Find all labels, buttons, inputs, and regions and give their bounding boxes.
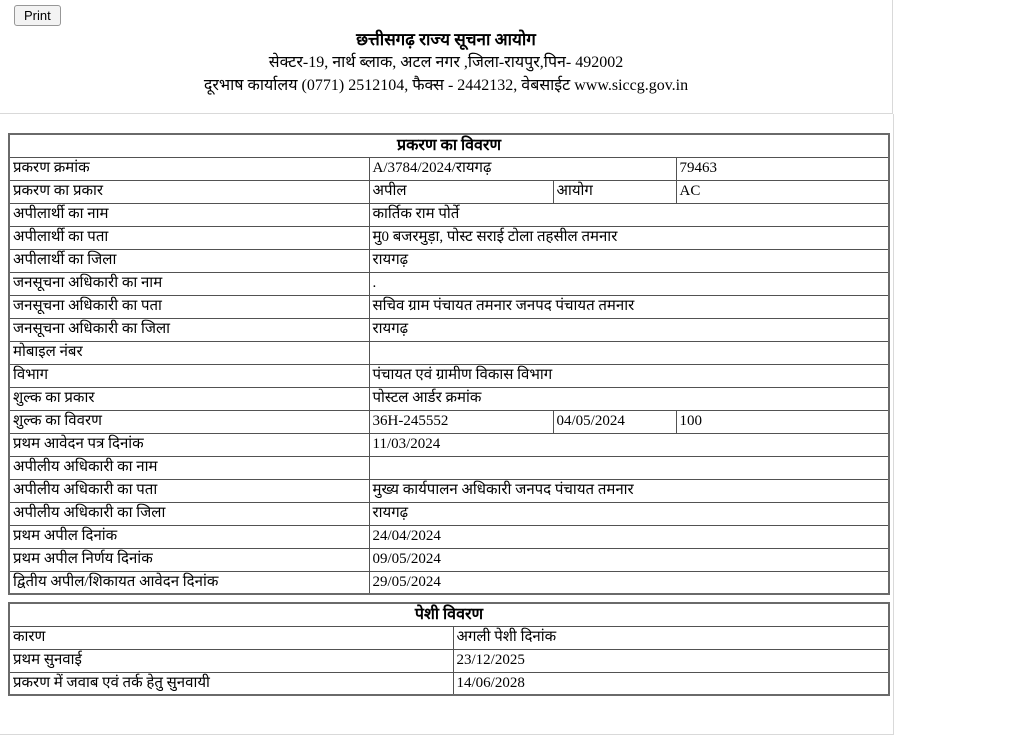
row-value: 14/06/2028: [452, 671, 890, 696]
hearing-table-title: पेशी विवरण: [8, 602, 890, 627]
org-header: छत्तीसगढ़ राज्य सूचना आयोग सेक्टर-19, ना…: [0, 28, 892, 97]
row-label: कारण: [8, 625, 454, 650]
row-label: अपीलार्थी का नाम: [8, 202, 370, 227]
row-value: रायगढ़: [368, 317, 890, 342]
table-row: शुल्क का प्रकार पोस्टल आर्डर क्रमांक: [8, 386, 890, 411]
row-value: आयोग: [552, 179, 677, 204]
table-row: विभाग पंचायत एवं ग्रामीण विकास विभाग: [8, 363, 890, 388]
row-label: शुल्क का प्रकार: [8, 386, 370, 411]
table-row: प्रकरण क्रमांक A/3784/2024/रायगढ़ 79463: [8, 156, 890, 181]
row-label: शुल्क का विवरण: [8, 409, 370, 434]
table-row: प्रथम अपील निर्णय दिनांक 09/05/2024: [8, 547, 890, 572]
row-label: अपीलार्थी का पता: [8, 225, 370, 250]
print-button[interactable]: Print: [14, 5, 61, 26]
table-row: अपीलीय अधिकारी का पता मुख्य कार्यपालन अधि…: [8, 478, 890, 503]
row-value: पोस्टल आर्डर क्रमांक: [368, 386, 890, 411]
hearing-table-header-row: पेशी विवरण: [8, 602, 890, 627]
table-row: अपीलीय अधिकारी का जिला रायगढ़: [8, 501, 890, 526]
row-label: प्रकरण का प्रकार: [8, 179, 370, 204]
table-row: प्रकरण का प्रकार अपील आयोग AC: [8, 179, 890, 204]
row-value: अगली पेशी दिनांक: [452, 625, 890, 650]
table-row: प्रकरण में जवाब एवं तर्क हेतु सुनवायी 14/…: [8, 671, 890, 696]
row-value: 04/05/2024: [552, 409, 677, 434]
row-value: अपील: [368, 179, 554, 204]
row-label: प्रथम सुनवाई: [8, 648, 454, 673]
row-label: जनसूचना अधिकारी का नाम: [8, 271, 370, 296]
case-table-title: प्रकरण का विवरण: [8, 133, 890, 158]
row-value: पंचायत एवं ग्रामीण विकास विभाग: [368, 363, 890, 388]
row-value: 24/04/2024: [368, 524, 890, 549]
row-label: अपीलीय अधिकारी का जिला: [8, 501, 370, 526]
row-label: द्वितीय अपील/शिकायत आवेदन दिनांक: [8, 570, 370, 595]
row-value: A/3784/2024/रायगढ़: [368, 156, 677, 181]
row-value: 79463: [675, 156, 890, 181]
table-row: मोबाइल नंबर: [8, 340, 890, 365]
row-value: रायगढ़: [368, 248, 890, 273]
table-row: शुल्क का विवरण 36H-245552 04/05/2024 100: [8, 409, 890, 434]
row-label: प्रथम अपील दिनांक: [8, 524, 370, 549]
table-row: प्रथम आवेदन पत्र दिनांक 11/03/2024: [8, 432, 890, 457]
case-details-table: प्रकरण का विवरण प्रकरण क्रमांक A/3784/202…: [8, 133, 891, 595]
hearing-details-table: पेशी विवरण कारण अगली पेशी दिनांक प्रथम सुन…: [8, 602, 891, 696]
table-row: अपीलार्थी का पता मु0 बजरमुड़ा, पोस्ट सराई…: [8, 225, 890, 250]
row-value: रायगढ़: [368, 501, 890, 526]
table-row: द्वितीय अपील/शिकायत आवेदन दिनांक 29/05/20…: [8, 570, 890, 595]
row-label: अपीलीय अधिकारी का नाम: [8, 455, 370, 480]
case-table-header-row: प्रकरण का विवरण: [8, 133, 890, 158]
row-label: अपीलीय अधिकारी का पता: [8, 478, 370, 503]
org-title: छत्तीसगढ़ राज्य सूचना आयोग: [356, 30, 536, 49]
table-row: कारण अगली पेशी दिनांक: [8, 625, 890, 650]
row-value: 11/03/2024: [368, 432, 890, 457]
row-label: अपीलार्थी का जिला: [8, 248, 370, 273]
header-section: Print छत्तीसगढ़ राज्य सूचना आयोग सेक्टर-…: [0, 0, 893, 114]
row-value: 09/05/2024: [368, 547, 890, 572]
table-row: जनसूचना अधिकारी का जिला रायगढ़: [8, 317, 890, 342]
content-section: प्रकरण का विवरण प्रकरण क्रमांक A/3784/202…: [0, 114, 894, 735]
row-value: 23/12/2025: [452, 648, 890, 673]
row-label: मोबाइल नंबर: [8, 340, 370, 365]
table-row: जनसूचना अधिकारी का नाम.: [8, 271, 890, 296]
org-address-line1: सेक्टर-19, नार्थ ब्लाक, अटल नगर ,जिला-रा…: [268, 54, 624, 71]
table-row: अपीलार्थी का नाम कार्तिक राम पोर्ते: [8, 202, 890, 227]
row-value: मु0 बजरमुड़ा, पोस्ट सराई टोला तहसील तमना…: [368, 225, 890, 250]
row-value: 36H-245552: [368, 409, 554, 434]
row-label: जनसूचना अधिकारी का जिला: [8, 317, 370, 342]
row-label: विभाग: [8, 363, 370, 388]
table-row: प्रथम सुनवाई 23/12/2025: [8, 648, 890, 673]
row-value: कार्तिक राम पोर्ते: [368, 202, 890, 227]
row-value: 29/05/2024: [368, 570, 890, 595]
table-row: प्रथम अपील दिनांक 24/04/2024: [8, 524, 890, 549]
row-label: प्रथम अपील निर्णय दिनांक: [8, 547, 370, 572]
row-value: .: [368, 271, 890, 296]
row-label: जनसूचना अधिकारी का पता: [8, 294, 370, 319]
org-address-line2: दूरभाष कार्यालय (0771) 2512104, फैक्स - …: [203, 77, 689, 94]
table-row: अपीलीय अधिकारी का नाम: [8, 455, 890, 480]
row-value: सचिव ग्राम पंचायत तमनार जनपद पंचायत तमना…: [368, 294, 890, 319]
row-label: प्रकरण में जवाब एवं तर्क हेतु सुनवायी: [8, 671, 454, 696]
row-label: प्रथम आवेदन पत्र दिनांक: [8, 432, 370, 457]
table-row: अपीलार्थी का जिला रायगढ़: [8, 248, 890, 273]
row-value: [368, 340, 890, 365]
row-label: प्रकरण क्रमांक: [8, 156, 370, 181]
row-value: 100: [675, 409, 890, 434]
row-value: मुख्य कार्यपालन अधिकारी जनपद पंचायत तमना…: [368, 478, 890, 503]
row-value: AC: [675, 179, 890, 204]
row-value: [368, 455, 890, 480]
table-row: जनसूचना अधिकारी का पता सचिव ग्राम पंचायत …: [8, 294, 890, 319]
